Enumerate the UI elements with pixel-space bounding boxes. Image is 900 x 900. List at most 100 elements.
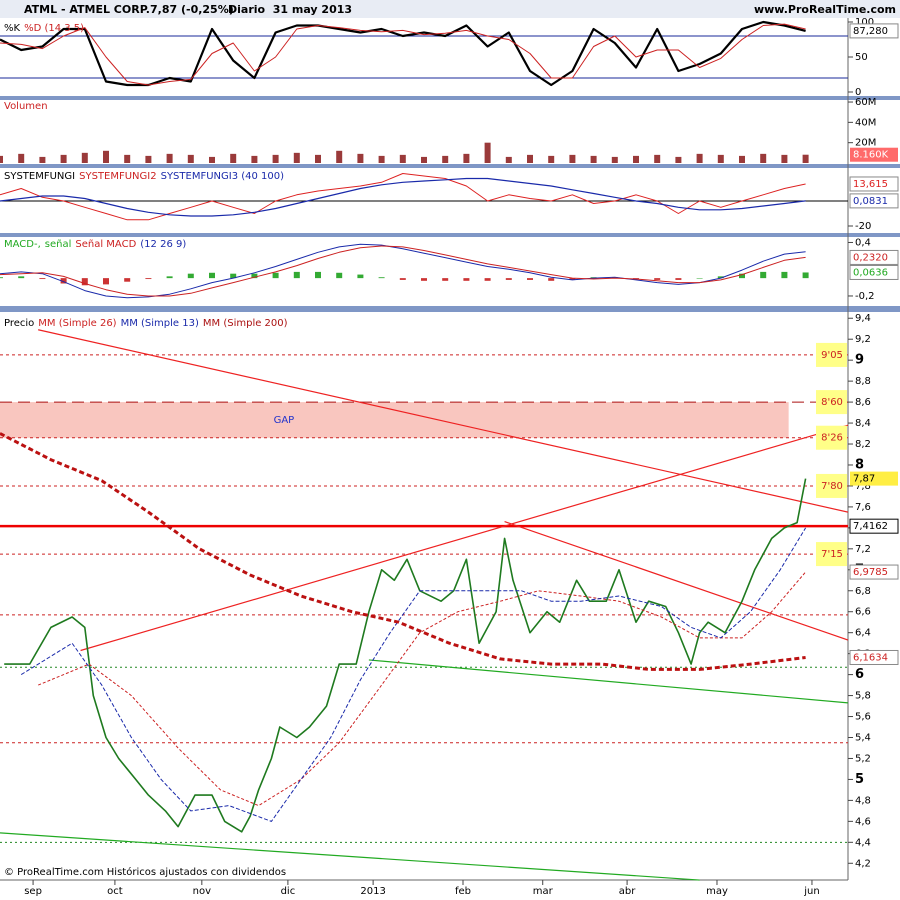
bar — [802, 154, 809, 163]
bar — [357, 274, 364, 279]
bar — [272, 154, 279, 163]
bar — [696, 278, 703, 279]
level-label-box — [816, 542, 847, 567]
value-box — [850, 147, 898, 162]
bar — [145, 155, 152, 163]
bar — [463, 153, 470, 163]
value-box-label: 87,280 — [853, 26, 888, 37]
y-tick-label: -0,2 — [855, 291, 875, 302]
value-box-label: 7,4162 — [853, 521, 888, 532]
y-tick-label: 40M — [855, 117, 876, 128]
y-tick-label: 4,8 — [855, 795, 871, 806]
bar — [251, 155, 258, 163]
trendline — [38, 329, 848, 513]
bar — [251, 273, 258, 279]
value-box — [849, 193, 899, 209]
panel-title: MACD-, — [4, 239, 41, 250]
series-line — [4, 478, 807, 833]
y-tick-label: 5,4 — [855, 733, 871, 744]
panel-title: Señal MACD — [75, 239, 136, 250]
bar — [230, 153, 237, 163]
series-line — [0, 432, 806, 671]
level-label-box — [816, 342, 847, 367]
trendline — [0, 832, 700, 881]
y-tick-label: 6,4 — [855, 628, 871, 639]
y-tick-label: 7,6 — [855, 502, 871, 513]
value-box-label: 8.160K — [853, 150, 889, 161]
bar — [230, 273, 237, 279]
series-line — [0, 243, 806, 299]
level-label-box — [816, 390, 847, 415]
bar — [505, 278, 512, 280]
panel-title: Volumen — [4, 101, 48, 112]
bar — [442, 155, 449, 163]
value-box — [850, 471, 898, 486]
bar — [18, 276, 25, 279]
y-tick-label: 9 — [855, 353, 864, 368]
value-box — [849, 564, 899, 580]
bar — [527, 278, 533, 280]
panel-title: %K — [4, 23, 21, 34]
value-box-label: 0,2320 — [853, 252, 888, 263]
y-tick-label: 100 — [855, 17, 874, 28]
y-tick-label: 6,6 — [855, 607, 871, 618]
bar — [0, 277, 3, 279]
series-line — [0, 20, 806, 87]
x-tick-label: oct — [107, 886, 123, 897]
panel — [0, 20, 848, 87]
bar — [0, 155, 3, 163]
panel-title: SYSTEMFUNGI3 (40 100) — [161, 171, 285, 182]
panel-title: (12 26 9) — [140, 239, 186, 250]
bar — [802, 272, 809, 279]
bar — [760, 153, 767, 163]
x-tick-label: mar — [533, 886, 554, 897]
x-tick-label: sep — [24, 886, 42, 897]
y-tick-label: 0,4 — [855, 237, 871, 248]
value-box-label: 7,87 — [853, 474, 875, 485]
y-tick-label: 8,8 — [855, 376, 871, 387]
y-tick-label: 8,6 — [855, 397, 871, 408]
value-box — [849, 518, 899, 534]
bar — [39, 278, 46, 280]
bar — [39, 156, 46, 163]
bar — [569, 278, 576, 280]
bar — [421, 156, 427, 163]
bar — [421, 278, 427, 281]
series-line — [0, 177, 806, 217]
site: www.ProRealTime.com — [754, 3, 896, 16]
bar — [187, 154, 194, 163]
separator — [0, 233, 900, 237]
bar — [739, 155, 745, 163]
y-tick-label: 20M — [855, 138, 876, 149]
panel — [0, 173, 848, 221]
bar — [272, 272, 279, 279]
bar — [124, 278, 131, 282]
x-tick-label: may — [706, 886, 728, 897]
value-box-label: 0,0636 — [853, 267, 888, 278]
bar — [378, 277, 385, 279]
bar — [209, 156, 215, 163]
level-label-box — [816, 473, 847, 498]
bar — [293, 152, 300, 163]
y-tick-label: 0 — [855, 87, 861, 98]
bar — [166, 276, 173, 279]
bar — [717, 276, 724, 279]
value-box — [849, 176, 899, 192]
bar — [145, 278, 152, 280]
y-tick-label: 9,4 — [855, 313, 871, 324]
panel-title: SYSTEMFUNGI — [4, 171, 75, 182]
y-tick-label: 6,8 — [855, 586, 871, 597]
bar — [60, 278, 67, 284]
y-tick-label: 9,2 — [855, 334, 871, 345]
y-tick-label: 5,6 — [855, 712, 871, 723]
bar — [548, 155, 555, 163]
y-tick-label: -20 — [855, 221, 871, 232]
bar — [633, 155, 639, 163]
panel-title: señal — [45, 239, 72, 250]
value-box-label: 6,1634 — [853, 652, 888, 663]
bar — [675, 278, 682, 280]
bar — [484, 278, 491, 281]
bar — [505, 156, 512, 163]
